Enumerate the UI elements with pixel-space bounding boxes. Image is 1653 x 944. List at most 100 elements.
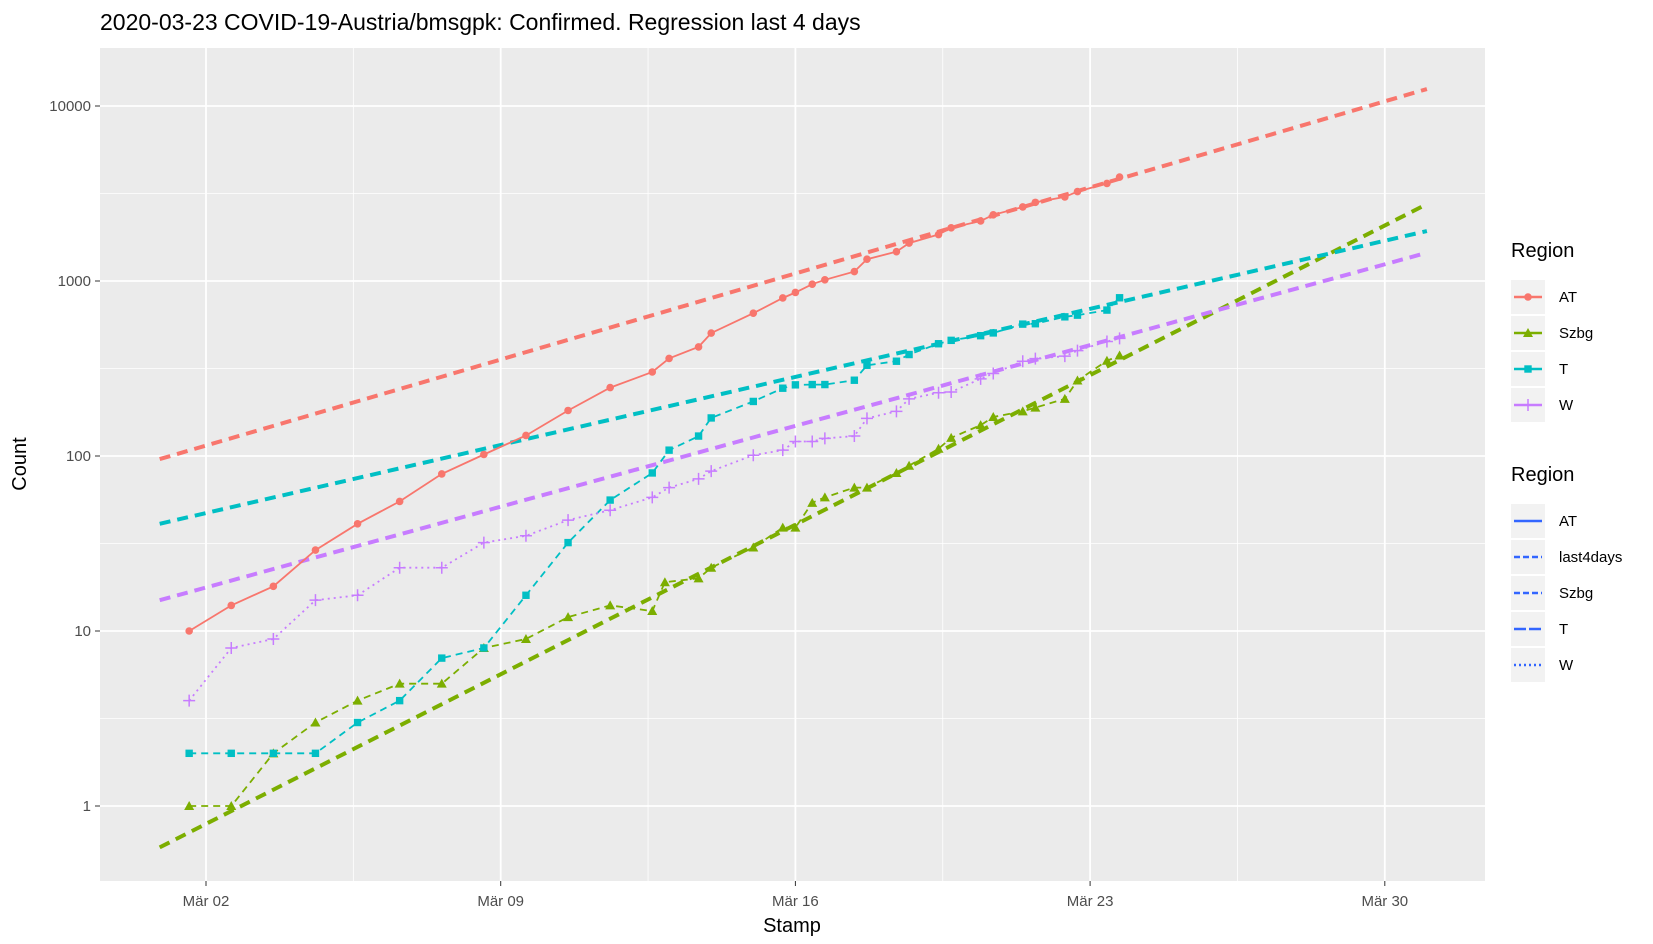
legend-label: Szbg xyxy=(1559,585,1593,602)
legend-label: T xyxy=(1559,361,1568,378)
data-point xyxy=(989,211,998,219)
data-point xyxy=(311,546,320,554)
data-point xyxy=(1073,311,1082,319)
data-point xyxy=(1072,375,1083,385)
data-point xyxy=(1100,335,1113,348)
data-point xyxy=(659,577,670,587)
x-tick-label: Mär 02 xyxy=(183,893,230,910)
series-layer xyxy=(183,173,1126,810)
data-point xyxy=(748,542,759,552)
series-line-t xyxy=(189,297,1121,755)
legend-1: Region AT Szbg T W xyxy=(1511,240,1593,422)
x-axis-title: Stamp xyxy=(763,915,821,937)
data-point xyxy=(891,467,902,477)
regression-line-w xyxy=(159,250,1428,603)
data-point xyxy=(777,522,788,532)
data-point xyxy=(522,591,530,599)
legend-label: W xyxy=(1559,657,1574,674)
data-point xyxy=(227,601,236,610)
data-point xyxy=(1115,173,1124,181)
legend-label: T xyxy=(1559,621,1568,638)
data-point xyxy=(705,465,718,478)
data-point xyxy=(749,309,758,317)
data-point xyxy=(779,384,787,392)
data-point xyxy=(904,460,915,470)
legend-label: last4days xyxy=(1559,549,1622,566)
x-tick-label: Mär 23 xyxy=(1067,893,1114,910)
legend-label: AT xyxy=(1559,289,1577,306)
series-t xyxy=(185,294,1124,758)
minor-grid xyxy=(100,48,1485,881)
data-point xyxy=(707,329,715,337)
legend-2: Region AT last4days Szbg T W xyxy=(1511,464,1622,682)
chart-title: 2020-03-23 COVID-19-Austria/bmsgpk: Conf… xyxy=(100,9,861,35)
data-point xyxy=(693,573,704,583)
data-point xyxy=(1017,406,1028,416)
data-point xyxy=(892,247,901,256)
data-point xyxy=(184,801,195,810)
data-point xyxy=(946,432,957,442)
data-point xyxy=(905,350,913,359)
data-point xyxy=(227,749,235,758)
data-point xyxy=(1058,350,1071,363)
legend-key-marker xyxy=(1522,399,1534,411)
legend-key-marker xyxy=(1523,328,1533,337)
data-point xyxy=(665,446,673,454)
data-point xyxy=(665,354,673,363)
y-tick-label: 1 xyxy=(83,798,91,815)
data-point xyxy=(974,372,987,385)
data-point xyxy=(694,432,703,440)
data-point xyxy=(863,255,871,264)
legend-label: AT xyxy=(1559,513,1577,530)
major-grid xyxy=(100,48,1485,881)
data-point xyxy=(791,381,800,389)
data-point xyxy=(747,449,760,462)
data-point xyxy=(1031,320,1040,328)
data-point xyxy=(1103,179,1111,188)
data-point xyxy=(353,718,362,727)
data-point xyxy=(564,538,572,547)
data-point xyxy=(778,294,787,302)
x-tick-label: Mär 16 xyxy=(772,893,819,910)
data-point xyxy=(821,380,829,389)
data-point xyxy=(185,627,193,635)
data-point xyxy=(477,536,490,549)
data-point xyxy=(1016,355,1029,368)
data-point xyxy=(395,696,404,705)
data-point xyxy=(818,432,831,445)
data-point xyxy=(309,594,322,607)
data-point xyxy=(947,336,955,345)
data-point xyxy=(646,491,659,504)
data-point xyxy=(562,514,575,527)
data-point xyxy=(863,361,871,369)
data-point xyxy=(933,443,944,453)
data-point xyxy=(480,644,488,652)
data-point xyxy=(932,386,945,399)
data-point xyxy=(1071,344,1084,357)
data-point xyxy=(435,561,448,574)
y-tick-label: 10000 xyxy=(49,98,91,115)
data-point xyxy=(436,678,447,688)
data-point xyxy=(749,397,757,406)
data-point xyxy=(604,504,617,517)
legend-key-marker xyxy=(1524,365,1532,373)
data-point xyxy=(438,654,446,662)
data-point xyxy=(890,405,903,418)
data-point xyxy=(903,392,916,405)
data-point xyxy=(808,280,817,288)
data-point xyxy=(311,749,320,758)
data-point xyxy=(185,749,193,758)
y-axis-title: Count xyxy=(9,437,31,491)
data-point xyxy=(606,383,614,392)
data-point xyxy=(694,343,703,351)
data-point xyxy=(905,239,913,247)
data-point xyxy=(707,414,715,422)
data-point xyxy=(850,376,859,384)
data-point xyxy=(225,641,238,654)
data-point xyxy=(267,633,280,646)
data-point xyxy=(648,368,657,376)
data-point xyxy=(947,224,955,232)
data-point xyxy=(861,482,872,492)
data-point xyxy=(663,481,676,494)
regression-lines xyxy=(158,87,1428,850)
